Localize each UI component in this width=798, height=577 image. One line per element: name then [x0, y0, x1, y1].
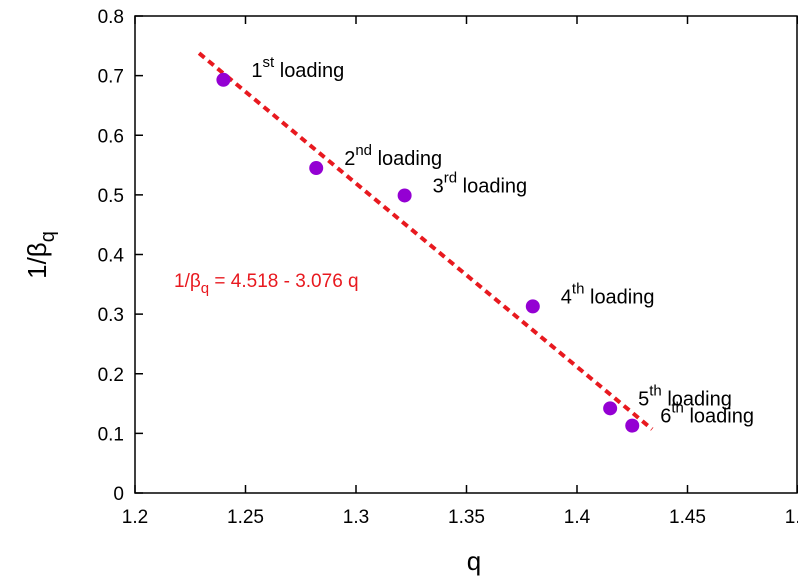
- y-tick-label: 0.5: [98, 186, 124, 207]
- x-tick-label: 1.2: [122, 507, 148, 528]
- y-tick-label: 0.6: [98, 126, 124, 147]
- fit-equation-rest: = 4.518 - 3.076 q: [209, 271, 358, 292]
- point-label-number: 5: [638, 388, 649, 410]
- x-tick-label: 1.3: [343, 507, 369, 528]
- point-label-number: 4: [561, 286, 572, 308]
- y-tick-label: 0: [113, 484, 124, 505]
- data-point: [525, 299, 540, 314]
- data-points: [216, 72, 640, 433]
- axes: 1.2 1.25 1.3 1.35 1.4 1.45 1.5 0 0.1 0.2 0.3 0.4 0.5…: [98, 7, 798, 528]
- point-label: 1st loading: [251, 54, 344, 82]
- point-label-text: loading: [662, 388, 732, 410]
- point-label-text: loading: [274, 60, 344, 82]
- point-label-superscript: rd: [444, 169, 457, 186]
- fit-equation-prefix: 1/β: [174, 271, 201, 292]
- x-tick-label: 1.4: [564, 507, 591, 528]
- x-axis-title: q: [467, 546, 481, 576]
- y-tick-label: 0.7: [98, 67, 124, 88]
- point-label: 3rd loading: [433, 169, 528, 197]
- data-point: [309, 161, 324, 176]
- data-point: [397, 188, 412, 203]
- point-label: 5th loading: [638, 382, 732, 410]
- point-label-superscript: th: [671, 400, 684, 417]
- y-tick-label: 0.8: [98, 7, 124, 28]
- y-tick-label: 0.1: [98, 424, 124, 445]
- y-tick-label: 0.3: [98, 305, 124, 326]
- x-tick-label: 1.35: [448, 507, 485, 528]
- y-axis-title-main: 1/β: [22, 242, 52, 279]
- point-label-superscript: th: [649, 382, 662, 399]
- point-label: 2nd loading: [344, 142, 442, 170]
- data-point: [603, 401, 618, 416]
- x-tick-label: 1.45: [669, 507, 706, 528]
- y-tick-label: 0.2: [98, 365, 124, 386]
- point-label-text: loading: [684, 406, 754, 428]
- x-tick-label: 1.5: [785, 507, 798, 528]
- point-label-number: 2: [344, 148, 355, 170]
- y-axis-title-subscript: q: [37, 231, 59, 242]
- point-label-text: loading: [457, 175, 527, 197]
- fit-equation-label: 1/βq = 4.518 - 3.076 q: [174, 271, 359, 297]
- data-point: [625, 418, 640, 433]
- point-label-superscript: st: [263, 54, 276, 71]
- y-axis-title: 1/βq: [22, 231, 59, 279]
- point-label-text: loading: [372, 148, 442, 170]
- point-label-superscript: th: [572, 280, 585, 297]
- data-point: [216, 72, 231, 87]
- point-label-number: 3: [433, 175, 444, 197]
- point-label: 6th loading: [660, 400, 754, 428]
- point-label-number: 6: [660, 406, 671, 428]
- fit-line-group: [197, 51, 654, 431]
- point-label-superscript: nd: [355, 142, 372, 159]
- y-tick-label: 0.4: [98, 246, 125, 267]
- point-label: 4th loading: [561, 280, 655, 308]
- point-label-number: 1: [251, 60, 262, 82]
- x-tick-label: 1.25: [227, 507, 264, 528]
- fit-line: [197, 51, 654, 431]
- fit-equation-subscript: q: [201, 280, 209, 297]
- point-label-text: loading: [584, 286, 654, 308]
